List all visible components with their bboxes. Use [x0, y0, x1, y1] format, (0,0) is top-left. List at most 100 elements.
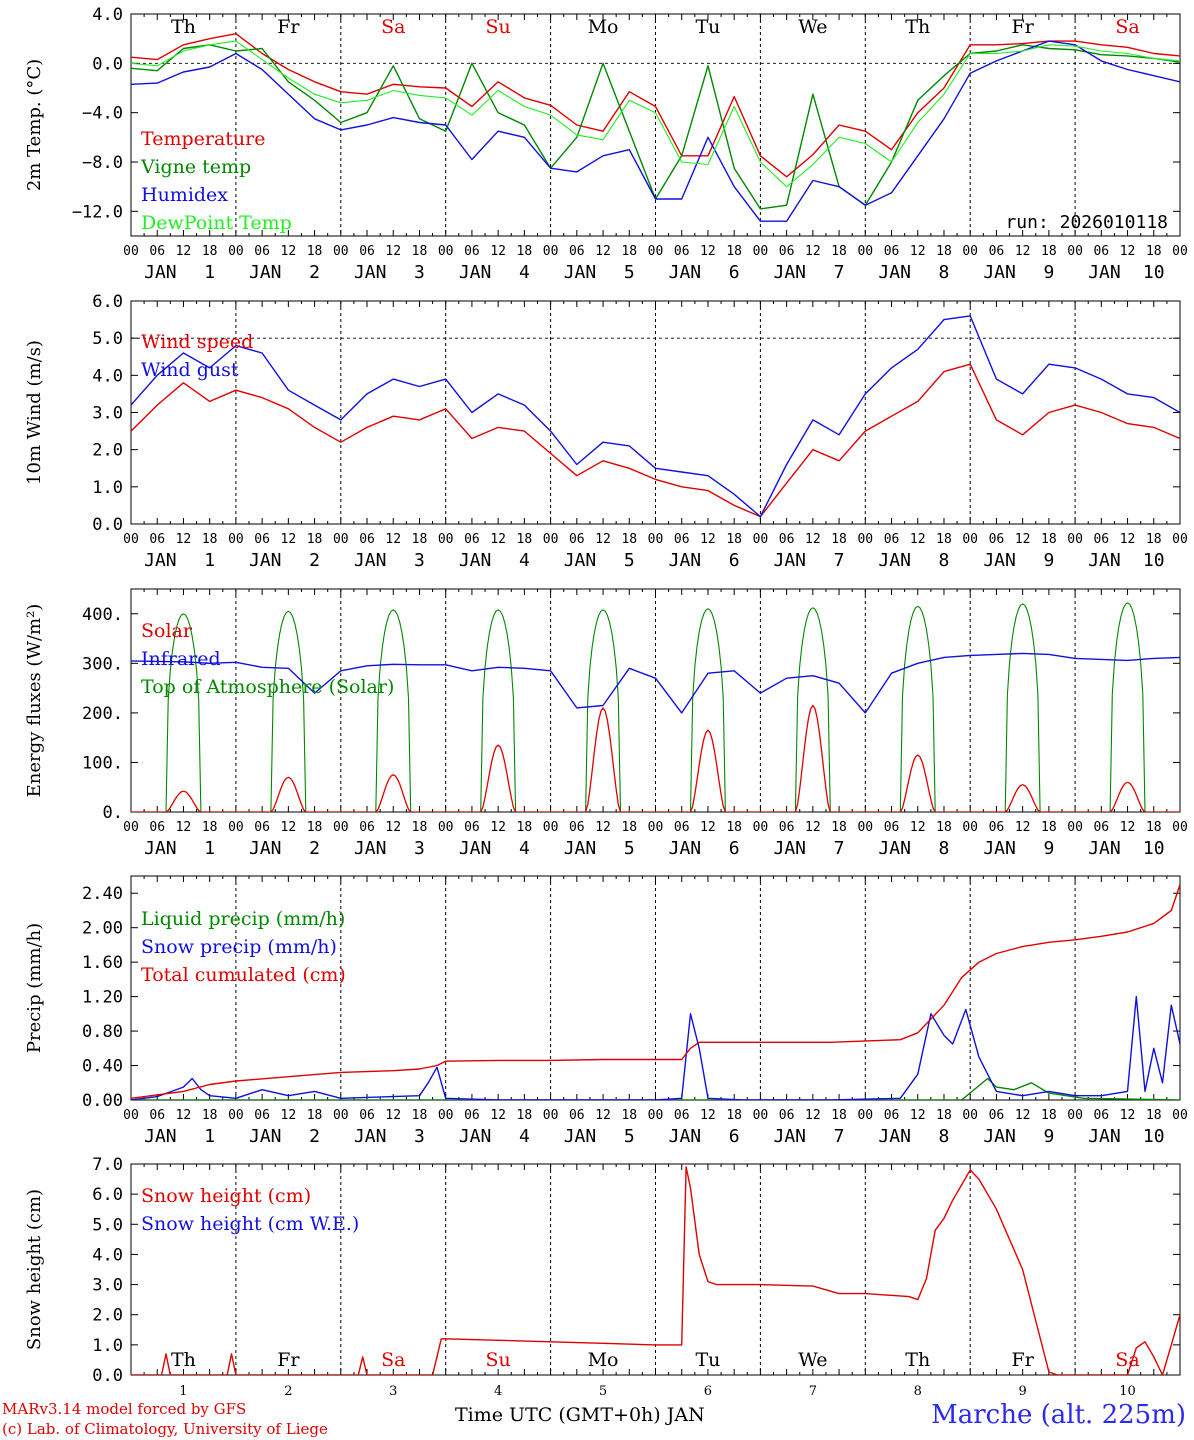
hour-tick-label: 12 [385, 532, 401, 547]
day-month-label: JAN [1088, 550, 1121, 571]
day-number-label: 10 [1119, 1384, 1136, 1399]
hour-tick-label: 00 [543, 244, 559, 259]
day-number-label: 8 [939, 262, 950, 283]
hour-tick-label: 00 [753, 244, 769, 259]
hour-tick-label: 18 [202, 532, 218, 547]
y-tick-label: 400. [82, 605, 123, 625]
hour-tick-label: 06 [674, 244, 690, 259]
hour-tick-label: 00 [962, 244, 978, 259]
hour-tick-label: 00 [123, 244, 139, 259]
hour-tick-label: 18 [202, 244, 218, 259]
day-month-label: JAN [878, 550, 911, 571]
legend-entry: Snow height (cm) [141, 1185, 311, 1207]
legend-entry: Wind gust [141, 359, 239, 381]
hour-tick-label: 18 [517, 1108, 533, 1123]
hour-tick-label: 00 [1067, 244, 1083, 259]
hour-tick-label: 06 [149, 1108, 165, 1123]
hour-tick-label: 06 [254, 532, 270, 547]
day-number-label: 3 [414, 1126, 425, 1147]
weekday-label: Fr [277, 1349, 300, 1371]
hour-tick-label: 06 [569, 244, 585, 259]
hour-tick-label: 06 [989, 820, 1005, 835]
hour-tick-label: 12 [1120, 532, 1136, 547]
hour-tick-label: 12 [910, 244, 926, 259]
y-tick-label: 2.40 [82, 884, 123, 904]
hour-tick-label: 12 [176, 820, 192, 835]
plot-area [131, 602, 1180, 812]
day-month-label: JAN [249, 550, 282, 571]
y-tick-label: 2.00 [82, 919, 123, 939]
hour-tick-label: 12 [910, 1108, 926, 1123]
toa-solar-line [131, 602, 1180, 812]
hour-tick-label: 00 [1067, 1108, 1083, 1123]
plot-area [131, 33, 1180, 222]
day-number-label: 6 [729, 838, 740, 859]
weekday-label: Tu [695, 16, 720, 38]
day-month-label: JAN [354, 838, 387, 859]
weekday-label: Sa [1115, 1349, 1139, 1371]
series-line-total-cumulated-cm- [131, 884, 1180, 1099]
hour-tick-label: 00 [1067, 820, 1083, 835]
hour-tick-label: 06 [254, 1108, 270, 1123]
hour-tick-label: 12 [490, 532, 506, 547]
hour-tick-label: 12 [490, 1108, 506, 1123]
hour-tick-label: 06 [989, 532, 1005, 547]
day-month-label: JAN [774, 262, 807, 283]
legend-entry: Total cumulated (cm) [141, 964, 346, 986]
y-tick-label: −4.0 [82, 104, 123, 124]
y-tick-label: 2.0 [92, 441, 123, 461]
series-line-infrared [131, 652, 1180, 714]
series-line-wind-gust [131, 315, 1180, 518]
hour-tick-label: 12 [1015, 1108, 1031, 1123]
series-line-humidex [131, 40, 1180, 222]
hour-tick-label: 06 [1093, 532, 1109, 547]
y-tick-label: 300. [82, 654, 123, 674]
y-axis-label: 10m Wind (m/s) [24, 340, 45, 485]
hour-tick-label: 18 [517, 532, 533, 547]
hour-tick-label: 00 [648, 820, 664, 835]
hour-tick-label: 06 [884, 820, 900, 835]
hour-tick-label: 00 [648, 1108, 664, 1123]
day-number-label: 8 [939, 838, 950, 859]
legend-entry: Vigne temp [140, 156, 251, 178]
hour-tick-label: 18 [621, 1108, 637, 1123]
legend-entry: Snow precip (mm/h) [141, 936, 337, 958]
hour-tick-label: 12 [805, 532, 821, 547]
hour-tick-label: 12 [385, 1108, 401, 1123]
hour-tick-label: 18 [412, 820, 428, 835]
day-month-label: JAN [249, 838, 282, 859]
hour-tick-label: 06 [464, 820, 480, 835]
weekday-label: Fr [1012, 16, 1035, 38]
hour-tick-label: 06 [884, 244, 900, 259]
day-number-label: 3 [389, 1384, 397, 1399]
y-axis-label: 2m Temp. (°C) [24, 59, 45, 191]
day-month-label: JAN [459, 838, 492, 859]
legend-entry: DewPoint Temp [141, 212, 292, 234]
y-tick-label: 0.0 [92, 515, 123, 535]
hour-tick-label: 12 [1120, 244, 1136, 259]
y-tick-label: −8.0 [82, 153, 123, 173]
day-number-label: 5 [624, 550, 635, 571]
hour-tick-label: 18 [307, 532, 323, 547]
day-number-label: 5 [599, 1384, 607, 1399]
hour-tick-label: 12 [910, 820, 926, 835]
day-month-label: JAN [878, 1126, 911, 1147]
hour-tick-label: 06 [779, 820, 795, 835]
day-number-label: 6 [729, 550, 740, 571]
hour-tick-label: 18 [202, 820, 218, 835]
legend-entry: Humidex [141, 184, 228, 206]
day-number-label: 5 [624, 1126, 635, 1147]
model-credit: MARv3.14 model forced by GFS [2, 1400, 247, 1418]
hour-tick-label: 18 [726, 244, 742, 259]
day-number-label: 8 [939, 1126, 950, 1147]
day-month-label: JAN [144, 262, 177, 283]
hour-tick-label: 18 [1146, 532, 1162, 547]
y-tick-label: −12.0 [72, 202, 123, 222]
y-axis-label: Energy fluxes (W/m²) [24, 604, 45, 798]
day-number-label: 7 [834, 1126, 845, 1147]
weekday-label: Th [171, 16, 196, 38]
hour-tick-label: 18 [412, 532, 428, 547]
day-number-label: 1 [179, 1384, 187, 1399]
weekday-label: Fr [1012, 1349, 1035, 1371]
hour-tick-label: 18 [936, 1108, 952, 1123]
